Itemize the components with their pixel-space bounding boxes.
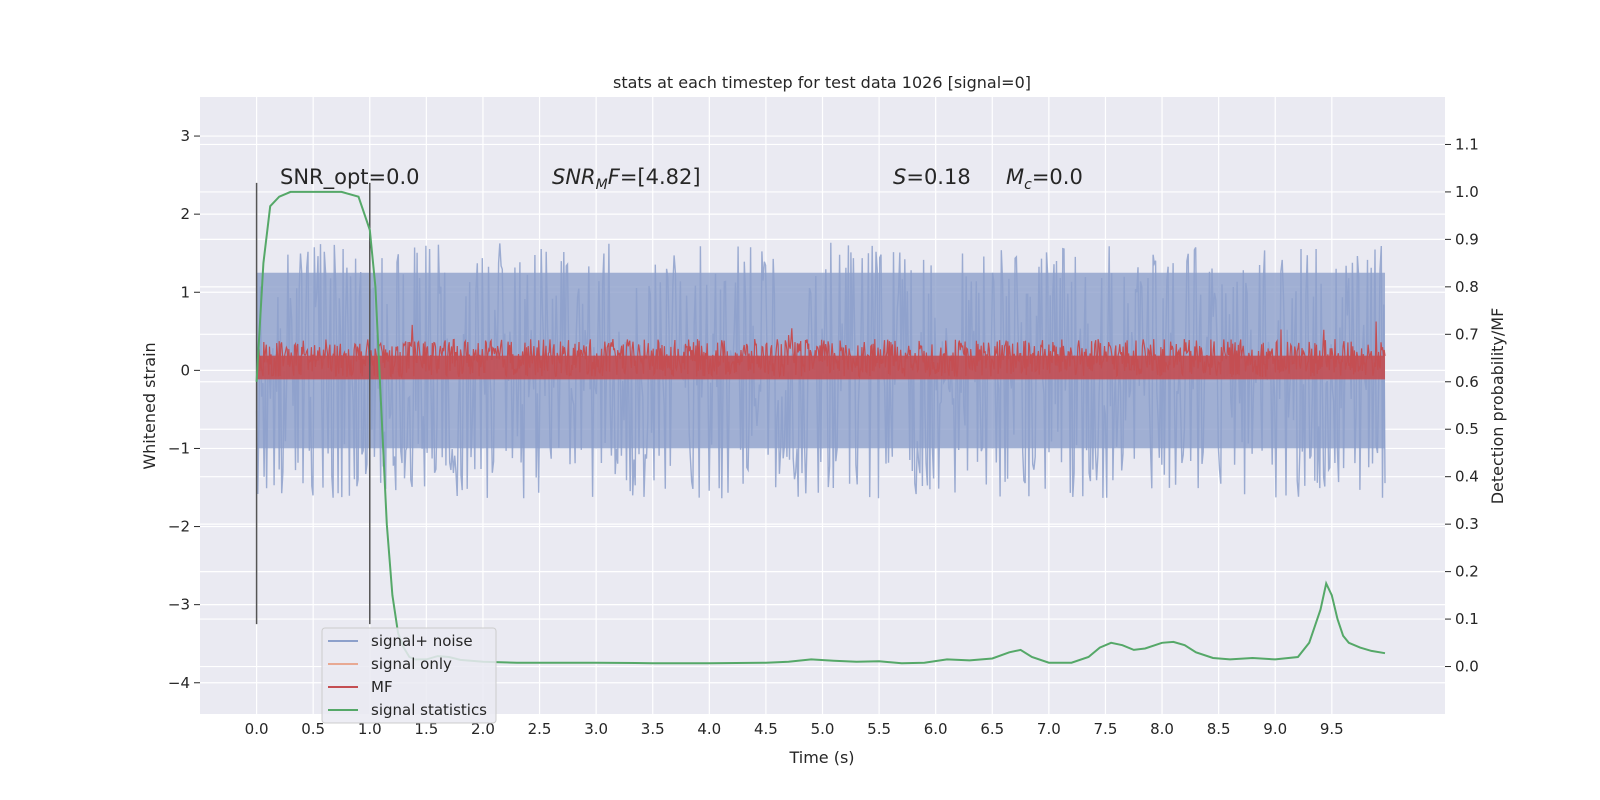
annotation-mc-subscript: c bbox=[1024, 177, 1032, 193]
y-tick-label: 0 bbox=[180, 361, 190, 379]
y-tick-label: 2 bbox=[180, 205, 190, 223]
y-tick-label: −2 bbox=[168, 518, 190, 536]
signal-statistics-line bbox=[255, 190, 1386, 665]
x-tick-label: 6.5 bbox=[980, 720, 1004, 738]
x-tick-label: 6.0 bbox=[924, 720, 948, 738]
legend-label-signal-statistics: signal statistics bbox=[371, 701, 487, 719]
annotation-snr-mf-symbol: SNR bbox=[552, 165, 596, 189]
x-tick-label: 0.5 bbox=[301, 720, 325, 738]
y2-tick-label: 0.9 bbox=[1455, 230, 1479, 248]
legend-label-signal-noise: signal+ noise bbox=[371, 632, 473, 650]
x-tick-label: 9.0 bbox=[1263, 720, 1287, 738]
y2-tick-label: 0.1 bbox=[1455, 610, 1479, 628]
annotation-snr-opt: SNR_opt=0.0 bbox=[280, 165, 420, 190]
x-tick-label: 4.5 bbox=[754, 720, 778, 738]
x-tick-label: 1.5 bbox=[414, 720, 438, 738]
y-tick-label: 1 bbox=[180, 283, 190, 301]
x-tick-label: 5.0 bbox=[811, 720, 835, 738]
annotation-mc: Mc=0.0 bbox=[1006, 165, 1083, 193]
y2-tick-label: 0.7 bbox=[1455, 325, 1479, 343]
x-tick-label: 2.5 bbox=[528, 720, 552, 738]
x-tick-label: 7.0 bbox=[1037, 720, 1061, 738]
x-tick-label: 1.0 bbox=[358, 720, 382, 738]
annotation-s-symbol: S bbox=[893, 165, 906, 189]
y-tick-label: −4 bbox=[168, 674, 190, 692]
tick-layer: 0.0 0.5 1.0 1.5 2.0 2.5 3.0 3.5 4.0 4.5 5.0 5.5 6.0 6… bbox=[168, 127, 1479, 738]
x-tick-label: 8.5 bbox=[1207, 720, 1231, 738]
y-tick-label: −1 bbox=[168, 439, 190, 457]
y2-tick-label: 0.2 bbox=[1455, 563, 1479, 581]
annotation-mc-symbol: M bbox=[1006, 165, 1024, 189]
x-tick-label: 2.0 bbox=[471, 720, 495, 738]
y-axis-label: Whitened strain bbox=[140, 342, 159, 469]
annotation-snr-mf-subscript: M bbox=[596, 177, 608, 193]
annotation-mc-value: =0.0 bbox=[1032, 165, 1083, 189]
chart-title: stats at each timestep for test data 102… bbox=[613, 73, 1031, 92]
y-tick-label: 3 bbox=[180, 127, 190, 145]
y2-tick-label: 0.4 bbox=[1455, 468, 1479, 486]
mf-line bbox=[256, 321, 1386, 379]
y2-tick-label: 0.3 bbox=[1455, 515, 1479, 533]
signal-statistics-series bbox=[255, 190, 1386, 665]
annotation-snr-mf-value: =[4.82] bbox=[620, 165, 701, 189]
y2-tick-label: 0.8 bbox=[1455, 278, 1479, 296]
legend-box bbox=[321, 627, 497, 724]
y2-tick-label: 0.5 bbox=[1455, 420, 1479, 438]
legend: signal+ noise signal only MF signal stat… bbox=[321, 627, 497, 724]
y2-axis-label: Detection probability/MF bbox=[1488, 308, 1507, 505]
y2-tick-label: 0.6 bbox=[1455, 373, 1479, 391]
y2-tick-label: 0.0 bbox=[1455, 658, 1479, 676]
x-tick-label: 5.5 bbox=[867, 720, 891, 738]
legend-label-mf: MF bbox=[371, 678, 393, 696]
y2-tick-label: 1.1 bbox=[1455, 135, 1479, 153]
annotation-s: S=0.18 bbox=[893, 165, 971, 189]
x-tick-label: 7.5 bbox=[1094, 720, 1118, 738]
x-tick-label: 4.0 bbox=[697, 720, 721, 738]
x-tick-label: 8.0 bbox=[1150, 720, 1174, 738]
legend-label-signal-only: signal only bbox=[371, 655, 452, 673]
mf-series bbox=[256, 321, 1386, 380]
x-tick-label: 3.0 bbox=[584, 720, 608, 738]
annotation-snr-mf-symbol-2: F bbox=[608, 165, 621, 189]
annotation-snr-mf: SNRMF=[4.82] bbox=[552, 165, 701, 193]
x-tick-label: 0.0 bbox=[245, 720, 269, 738]
vertical-markers bbox=[255, 182, 371, 625]
y2-tick-label: 1.0 bbox=[1455, 183, 1479, 201]
annotation-s-value: =0.18 bbox=[906, 165, 970, 189]
x-axis-label: Time (s) bbox=[788, 748, 854, 767]
y-tick-label: −3 bbox=[168, 596, 190, 614]
x-tick-label: 9.5 bbox=[1320, 720, 1344, 738]
x-tick-label: 3.5 bbox=[641, 720, 665, 738]
